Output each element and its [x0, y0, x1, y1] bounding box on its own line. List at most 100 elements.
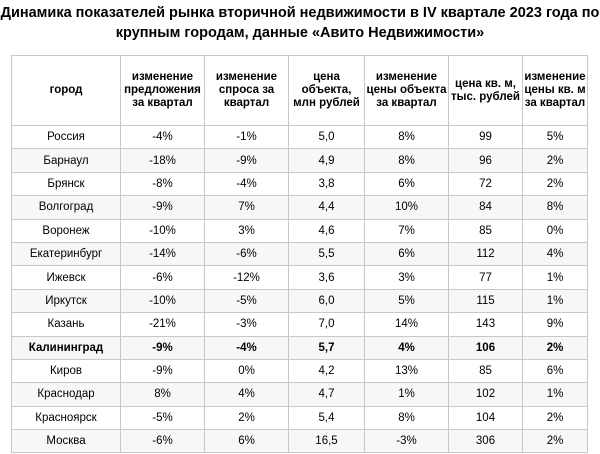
demand-change-cell: -5% [204, 288, 289, 314]
sqm-price-change-cell: 2% [522, 171, 588, 197]
column-header-sqm-price-change: изменение цены кв. м за квартал [522, 55, 588, 126]
sqm-price-cell: 85 [448, 358, 523, 384]
supply-change-cell: -5% [120, 405, 205, 431]
object-price-change-cell: 8% [364, 148, 449, 173]
sqm-price-change-cell: 2% [522, 148, 588, 173]
sqm-price-change-cell: 2% [522, 335, 588, 360]
demand-change-cell: -4% [204, 335, 289, 360]
table-row: Красноярск -5% 2% 5,4 8% 104 2% [11, 405, 588, 431]
city-cell: Волгоград [11, 195, 121, 220]
table-header-row: город изменение предложения за квартал и… [11, 55, 588, 126]
city-cell: Брянск [11, 171, 121, 197]
column-header-demand-change: изменение спроса за квартал [204, 55, 289, 126]
table-row: Брянск -8% -4% 3,8 6% 72 2% [11, 171, 588, 197]
demand-change-cell: -12% [204, 265, 289, 290]
supply-change-cell: -18% [120, 148, 205, 173]
sqm-price-change-cell: 1% [522, 288, 588, 314]
city-cell: Калининград [11, 335, 121, 360]
object-price-change-cell: 8% [364, 124, 449, 150]
object-price-cell: 7,0 [288, 312, 365, 337]
data-table: город изменение предложения за квартал и… [11, 55, 588, 454]
object-price-cell: 4,6 [288, 218, 365, 243]
sqm-price-change-cell: 2% [522, 405, 588, 431]
demand-change-cell: -9% [204, 148, 289, 173]
city-cell: Екатеринбург [11, 241, 121, 267]
city-cell: Россия [11, 124, 121, 150]
sqm-price-cell: 104 [448, 405, 523, 431]
supply-change-cell: -6% [120, 429, 205, 454]
object-price-change-cell: 1% [364, 382, 449, 407]
object-price-cell: 6,0 [288, 288, 365, 314]
sqm-price-change-cell: 2% [522, 429, 588, 454]
demand-change-cell: -3% [204, 312, 289, 337]
sqm-price-cell: 99 [448, 124, 523, 150]
table-row: Ижевск -6% -12% 3,6 3% 77 1% [11, 265, 588, 290]
object-price-change-cell: 8% [364, 405, 449, 431]
supply-change-cell: -10% [120, 288, 205, 314]
sqm-price-cell: 112 [448, 241, 523, 267]
object-price-change-cell: -3% [364, 429, 449, 454]
table-row: Краснодар 8% 4% 4,7 1% 102 1% [11, 382, 588, 407]
city-cell: Красноярск [11, 405, 121, 431]
sqm-price-change-cell: 8% [522, 195, 588, 220]
city-cell: Краснодар [11, 382, 121, 407]
table-row: Волгоград -9% 7% 4,4 10% 84 8% [11, 195, 588, 220]
supply-change-cell: -8% [120, 171, 205, 197]
city-cell: Иркутск [11, 288, 121, 314]
column-header-sqm-price: цена кв. м, тыс. рублей [448, 55, 523, 126]
sqm-price-cell: 72 [448, 171, 523, 197]
supply-change-cell: -6% [120, 265, 205, 290]
object-price-cell: 4,7 [288, 382, 365, 407]
city-cell: Казань [11, 312, 121, 337]
sqm-price-cell: 77 [448, 265, 523, 290]
object-price-cell: 3,6 [288, 265, 365, 290]
city-cell: Воронеж [11, 218, 121, 243]
object-price-cell: 16,5 [288, 429, 365, 454]
object-price-cell: 4,4 [288, 195, 365, 220]
demand-change-cell: -1% [204, 124, 289, 150]
sqm-price-cell: 96 [448, 148, 523, 173]
object-price-change-cell: 10% [364, 195, 449, 220]
sqm-price-cell: 106 [448, 335, 523, 360]
column-header-city: город [11, 55, 121, 126]
object-price-cell: 4,9 [288, 148, 365, 173]
page-title: Динамика показателей рынка вторичной нед… [0, 5, 600, 41]
supply-change-cell: -14% [120, 241, 205, 267]
demand-change-cell: -6% [204, 241, 289, 267]
table-row: Воронеж -10% 3% 4,6 7% 85 0% [11, 218, 588, 243]
object-price-cell: 5,4 [288, 405, 365, 431]
table-row: Киров -9% 0% 4,2 13% 85 6% [11, 358, 588, 384]
city-cell: Москва [11, 429, 121, 454]
sqm-price-change-cell: 4% [522, 241, 588, 267]
column-header-object-price-change: изменение цены объекта за квартал [364, 55, 449, 126]
sqm-price-cell: 85 [448, 218, 523, 243]
column-header-supply-change: изменение предложения за квартал [120, 55, 205, 126]
object-price-change-cell: 4% [364, 335, 449, 360]
object-price-change-cell: 5% [364, 288, 449, 314]
table-row: Россия -4% -1% 5,0 8% 99 5% [11, 124, 588, 150]
sqm-price-cell: 143 [448, 312, 523, 337]
object-price-cell: 3,8 [288, 171, 365, 197]
object-price-change-cell: 7% [364, 218, 449, 243]
sqm-price-cell: 102 [448, 382, 523, 407]
demand-change-cell: -4% [204, 171, 289, 197]
sqm-price-change-cell: 9% [522, 312, 588, 337]
object-price-cell: 4,2 [288, 358, 365, 384]
sqm-price-cell: 84 [448, 195, 523, 220]
object-price-change-cell: 3% [364, 265, 449, 290]
demand-change-cell: 0% [204, 358, 289, 384]
supply-change-cell: -9% [120, 335, 205, 360]
demand-change-cell: 3% [204, 218, 289, 243]
table-row: Екатеринбург -14% -6% 5,5 6% 112 4% [11, 241, 588, 267]
demand-change-cell: 4% [204, 382, 289, 407]
supply-change-cell: -10% [120, 218, 205, 243]
sqm-price-cell: 115 [448, 288, 523, 314]
table-row: Казань -21% -3% 7,0 14% 143 9% [11, 312, 588, 337]
sqm-price-change-cell: 1% [522, 382, 588, 407]
city-cell: Киров [11, 358, 121, 384]
table-row: Калининград -9% -4% 5,7 4% 106 2% [11, 335, 588, 360]
city-cell: Ижевск [11, 265, 121, 290]
sqm-price-change-cell: 0% [522, 218, 588, 243]
supply-change-cell: -21% [120, 312, 205, 337]
table-row: Москва -6% 6% 16,5 -3% 306 2% [11, 429, 588, 454]
